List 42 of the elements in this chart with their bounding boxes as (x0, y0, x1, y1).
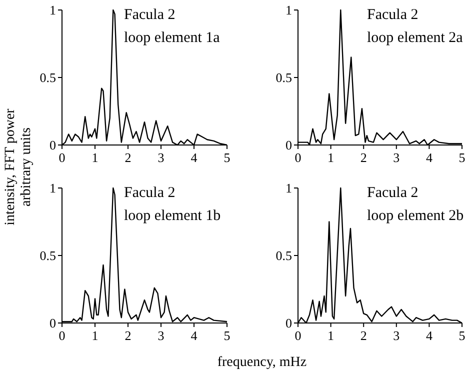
text: loop element 1a (124, 30, 220, 46)
x-tick-label: 2 (124, 150, 132, 165)
chart-title: Facula 2 (124, 185, 176, 201)
x-tick-label: 5 (224, 328, 230, 343)
x-tick-label: 4 (426, 150, 433, 165)
x-tick-label: 1 (328, 150, 334, 165)
y-tick-label: 0.5 (276, 248, 292, 263)
x-tick-label: 2 (124, 328, 132, 343)
y-tick-label: 0 (286, 138, 292, 152)
text: loop element 2b (367, 208, 464, 224)
x-tick-label: 3 (393, 150, 400, 165)
x-axis-title: frequency, mHz (217, 355, 307, 370)
y-tick-label: 1 (286, 2, 292, 18)
x-tick-label: 5 (458, 328, 466, 343)
y-tick-label: 0 (50, 138, 56, 152)
x-tick-label: 1 (92, 328, 98, 343)
y-axis-title: intensity, FFT power arbitrary units (3, 108, 34, 226)
x-tick-label: 4 (190, 150, 198, 165)
x-tick-label: 5 (458, 150, 466, 165)
y-tick-label: 0 (50, 316, 56, 330)
y-tick-label: 0.5 (40, 70, 56, 85)
x-tick-label: 2 (360, 150, 367, 165)
chart-title: Facula 2 (367, 185, 418, 201)
x-tick-label: 4 (426, 328, 433, 343)
y-tick-label: 1 (50, 180, 56, 196)
x-tick-label: 3 (158, 328, 164, 343)
x-tick-label: 3 (158, 150, 164, 165)
x-tick-label: 2 (360, 328, 367, 343)
y-tick-label: 0.5 (276, 70, 292, 85)
y-tick-label: 0 (286, 316, 292, 330)
chart-title: Facula 2 (367, 7, 418, 23)
y-tick-label: 1 (286, 180, 292, 196)
x-tick-label: 3 (393, 328, 400, 343)
chart-title: Facula 2 (124, 7, 176, 23)
y-tick-label: 0.5 (40, 248, 56, 263)
text: loop element 2a (367, 30, 464, 46)
text: loop element 1b (124, 208, 221, 224)
x-tick-label: 5 (224, 150, 230, 165)
x-tick-label: 1 (92, 150, 98, 165)
x-tick-label: 4 (190, 328, 198, 343)
y-tick-label: 1 (50, 2, 56, 18)
x-tick-label: 1 (328, 328, 334, 343)
